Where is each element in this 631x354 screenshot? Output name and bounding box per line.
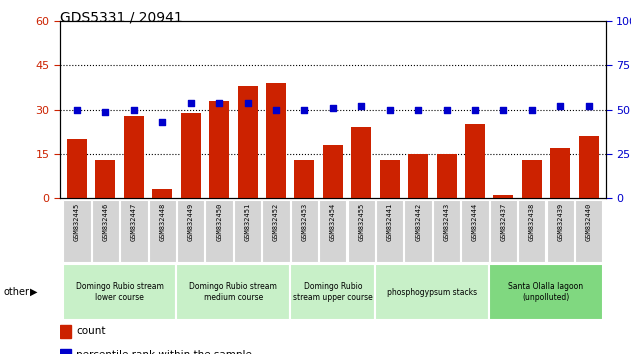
- Text: Santa Olalla lagoon
(unpolluted): Santa Olalla lagoon (unpolluted): [509, 282, 584, 302]
- Text: GSM832447: GSM832447: [131, 203, 137, 241]
- Bar: [522, 160, 542, 198]
- Bar: [348, 200, 375, 262]
- Bar: [291, 200, 318, 262]
- Text: count: count: [76, 326, 106, 336]
- Point: [299, 107, 309, 113]
- Text: GSM832445: GSM832445: [74, 203, 80, 241]
- Text: GSM832441: GSM832441: [387, 203, 392, 241]
- Text: GSM832438: GSM832438: [529, 203, 535, 241]
- Text: GSM832454: GSM832454: [330, 203, 336, 241]
- Bar: [518, 200, 545, 262]
- Text: ▶: ▶: [30, 287, 38, 297]
- Point: [186, 100, 196, 105]
- Point: [100, 109, 110, 114]
- Text: GSM832440: GSM832440: [586, 203, 592, 241]
- Bar: [63, 200, 91, 262]
- Text: GSM832448: GSM832448: [159, 203, 165, 241]
- Text: GSM832444: GSM832444: [472, 203, 478, 241]
- Point: [555, 103, 565, 109]
- Bar: [550, 148, 570, 198]
- Point: [584, 103, 594, 109]
- Text: GSM832455: GSM832455: [358, 203, 364, 241]
- Bar: [177, 200, 204, 262]
- Bar: [290, 264, 375, 320]
- Bar: [206, 200, 233, 262]
- Bar: [351, 127, 371, 198]
- Bar: [546, 200, 574, 262]
- Bar: [266, 83, 286, 198]
- Bar: [404, 200, 432, 262]
- Bar: [433, 200, 460, 262]
- Point: [385, 107, 395, 113]
- Bar: [60, 349, 71, 354]
- Text: GSM832442: GSM832442: [415, 203, 421, 241]
- Bar: [60, 325, 71, 338]
- Text: GSM832437: GSM832437: [500, 203, 507, 241]
- Bar: [149, 200, 176, 262]
- Bar: [579, 136, 599, 198]
- Bar: [489, 264, 603, 320]
- Bar: [67, 139, 87, 198]
- Bar: [124, 116, 144, 198]
- Text: GDS5331 / 20941: GDS5331 / 20941: [60, 11, 183, 25]
- Point: [214, 100, 224, 105]
- Bar: [461, 200, 488, 262]
- Bar: [575, 200, 603, 262]
- Bar: [493, 195, 514, 198]
- Point: [413, 107, 423, 113]
- Text: Domingo Rubio stream
medium course: Domingo Rubio stream medium course: [189, 282, 277, 302]
- Bar: [91, 200, 119, 262]
- Point: [157, 119, 167, 125]
- Text: Domingo Rubio stream
lower course: Domingo Rubio stream lower course: [76, 282, 163, 302]
- Text: GSM832450: GSM832450: [216, 203, 222, 241]
- Point: [242, 100, 252, 105]
- Bar: [63, 264, 177, 320]
- Text: other: other: [3, 287, 29, 297]
- Bar: [152, 189, 172, 198]
- Point: [72, 107, 82, 113]
- Text: GSM832446: GSM832446: [102, 203, 109, 241]
- Point: [470, 107, 480, 113]
- Text: GSM832453: GSM832453: [302, 203, 307, 241]
- Bar: [437, 154, 456, 198]
- Text: GSM832451: GSM832451: [245, 203, 251, 241]
- Text: GSM832439: GSM832439: [557, 203, 563, 241]
- Bar: [408, 154, 428, 198]
- Bar: [234, 200, 261, 262]
- Text: percentile rank within the sample: percentile rank within the sample: [76, 350, 252, 354]
- Point: [271, 107, 281, 113]
- Bar: [323, 145, 343, 198]
- Text: phosphogypsum stacks: phosphogypsum stacks: [387, 287, 478, 297]
- Point: [129, 107, 139, 113]
- Bar: [465, 125, 485, 198]
- Bar: [490, 200, 517, 262]
- Bar: [376, 200, 403, 262]
- Bar: [209, 101, 229, 198]
- Point: [357, 103, 367, 109]
- Bar: [177, 264, 290, 320]
- Bar: [380, 160, 399, 198]
- Bar: [180, 113, 201, 198]
- Bar: [319, 200, 346, 262]
- Bar: [375, 264, 489, 320]
- Text: Domingo Rubio
stream upper course: Domingo Rubio stream upper course: [293, 282, 373, 302]
- Bar: [238, 86, 257, 198]
- Bar: [295, 160, 314, 198]
- Bar: [95, 160, 115, 198]
- Text: GSM832443: GSM832443: [444, 203, 449, 241]
- Point: [442, 107, 452, 113]
- Point: [527, 107, 537, 113]
- Bar: [262, 200, 290, 262]
- Point: [328, 105, 338, 111]
- Point: [498, 107, 509, 113]
- Bar: [121, 200, 148, 262]
- Text: GSM832452: GSM832452: [273, 203, 279, 241]
- Text: GSM832449: GSM832449: [187, 203, 194, 241]
